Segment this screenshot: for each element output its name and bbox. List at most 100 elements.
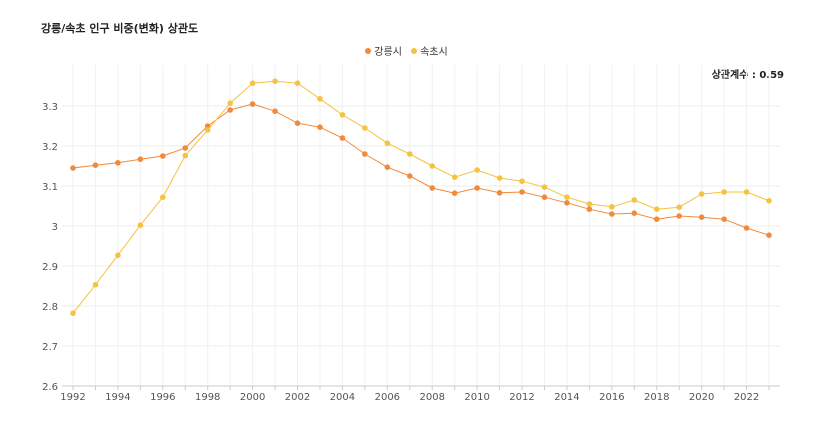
legend-marker-sokcho — [411, 47, 418, 54]
data-point-gangneung[interactable] — [70, 165, 76, 171]
data-point-gangneung[interactable] — [339, 135, 346, 141]
x-tick-label: 2004 — [330, 392, 355, 403]
series-layer — [70, 78, 772, 317]
x-tick-label: 1998 — [195, 392, 220, 403]
x-tick-label: 2012 — [509, 392, 534, 403]
data-point-gangneung[interactable] — [115, 160, 121, 166]
legend-item-sokcho[interactable]: 속초시 — [411, 43, 448, 58]
data-point-gangneung[interactable] — [676, 213, 682, 219]
legend-label-gangneung: 강릉시 — [374, 47, 402, 58]
x-tick-label: 2014 — [554, 392, 579, 403]
data-point-gangneung[interactable] — [204, 123, 211, 129]
data-point-sokcho[interactable] — [115, 252, 121, 258]
data-point-gangneung[interactable] — [743, 225, 750, 231]
data-point-gangneung[interactable] — [406, 173, 413, 179]
data-point-gangneung[interactable] — [160, 153, 166, 159]
data-point-gangneung[interactable] — [586, 206, 593, 212]
data-point-sokcho[interactable] — [519, 178, 525, 184]
x-tick-label: 1996 — [150, 392, 175, 403]
y-tick-label: 3 — [52, 222, 58, 233]
x-tick-label: 2016 — [599, 392, 624, 403]
x-tick-label: 2018 — [644, 392, 669, 403]
data-point-gangneung[interactable] — [362, 151, 368, 157]
data-point-gangneung[interactable] — [564, 200, 570, 206]
data-point-sokcho[interactable] — [631, 197, 638, 203]
grid-layer — [62, 65, 780, 387]
data-point-sokcho[interactable] — [564, 194, 570, 200]
data-point-sokcho[interactable] — [160, 194, 166, 200]
y-tick-label: 2.6 — [42, 382, 58, 393]
data-point-sokcho[interactable] — [743, 189, 750, 195]
data-point-sokcho[interactable] — [653, 206, 660, 212]
x-tick-label: 1992 — [60, 392, 85, 403]
y-tick-label: 2.7 — [42, 342, 58, 353]
data-point-sokcho[interactable] — [92, 282, 99, 288]
data-point-sokcho[interactable] — [496, 175, 503, 181]
data-point-sokcho[interactable] — [384, 140, 391, 146]
legend-marker-gangneung — [365, 47, 372, 54]
data-point-sokcho[interactable] — [451, 174, 458, 180]
data-point-sokcho[interactable] — [294, 80, 301, 86]
data-point-gangneung[interactable] — [227, 107, 233, 113]
data-point-sokcho[interactable] — [766, 198, 772, 204]
data-point-gangneung[interactable] — [519, 189, 525, 195]
axis-layer: 2.6 2.7 2.8 2.9 3 3.1 3.2 3.3 1992 1994 1996 1998 20… — [42, 102, 780, 403]
data-point-gangneung[interactable] — [294, 120, 301, 126]
x-tick-label: 2010 — [464, 392, 489, 403]
data-point-gangneung[interactable] — [249, 101, 256, 107]
x-tick-label: 2008 — [419, 392, 444, 403]
data-point-gangneung[interactable] — [182, 145, 189, 151]
series-line-gangneung — [72, 103, 770, 236]
data-point-sokcho[interactable] — [362, 125, 368, 131]
x-tick-label: 2020 — [689, 392, 714, 403]
data-point-gangneung[interactable] — [384, 164, 391, 170]
series-line-sokcho — [72, 80, 770, 314]
data-point-gangneung[interactable] — [451, 190, 458, 196]
data-point-gangneung[interactable] — [474, 185, 480, 191]
data-point-sokcho[interactable] — [609, 204, 615, 210]
data-point-sokcho[interactable] — [137, 222, 144, 228]
legend: 강릉시 속초시 — [0, 43, 813, 58]
data-point-gangneung[interactable] — [653, 216, 660, 222]
data-point-sokcho[interactable] — [272, 78, 278, 84]
data-point-sokcho[interactable] — [541, 184, 548, 190]
data-point-gangneung[interactable] — [272, 108, 278, 114]
data-point-sokcho[interactable] — [698, 191, 705, 197]
data-point-sokcho[interactable] — [676, 204, 682, 210]
data-point-gangneung[interactable] — [721, 216, 727, 222]
data-point-sokcho[interactable] — [182, 152, 189, 159]
x-tick-label: 2002 — [285, 392, 310, 403]
data-point-sokcho[interactable] — [204, 127, 211, 133]
data-point-sokcho[interactable] — [339, 112, 346, 118]
data-point-sokcho[interactable] — [474, 167, 480, 173]
y-tick-label: 3.1 — [42, 182, 58, 193]
data-point-gangneung[interactable] — [496, 190, 503, 196]
data-point-gangneung[interactable] — [92, 162, 99, 168]
x-tick-label: 2000 — [240, 392, 265, 403]
y-tick-label: 3.3 — [42, 102, 58, 113]
correlation-annotation: 상관계수 : 0.59 — [711, 70, 784, 81]
y-tick-label: 2.9 — [42, 262, 58, 273]
data-point-gangneung[interactable] — [317, 124, 323, 130]
x-tick-label: 1994 — [105, 392, 130, 403]
data-point-sokcho[interactable] — [406, 151, 413, 157]
data-point-sokcho[interactable] — [70, 310, 76, 317]
data-point-gangneung[interactable] — [766, 232, 772, 238]
data-point-gangneung[interactable] — [137, 156, 144, 162]
data-point-sokcho[interactable] — [249, 80, 256, 86]
y-tick-label: 2.8 — [42, 302, 58, 313]
data-point-sokcho[interactable] — [227, 100, 233, 106]
data-point-gangneung[interactable] — [429, 185, 436, 191]
data-point-gangneung[interactable] — [541, 194, 548, 200]
data-point-sokcho[interactable] — [317, 96, 323, 102]
data-point-sokcho[interactable] — [721, 189, 727, 195]
data-point-gangneung[interactable] — [698, 214, 705, 220]
data-point-gangneung[interactable] — [631, 210, 638, 216]
data-point-gangneung[interactable] — [609, 211, 615, 217]
data-point-sokcho[interactable] — [586, 201, 593, 207]
data-point-sokcho[interactable] — [429, 163, 436, 169]
legend-label-sokcho: 속초시 — [420, 47, 448, 58]
x-tick-label: 2006 — [375, 392, 400, 403]
legend-item-gangneung[interactable]: 강릉시 — [365, 43, 402, 58]
